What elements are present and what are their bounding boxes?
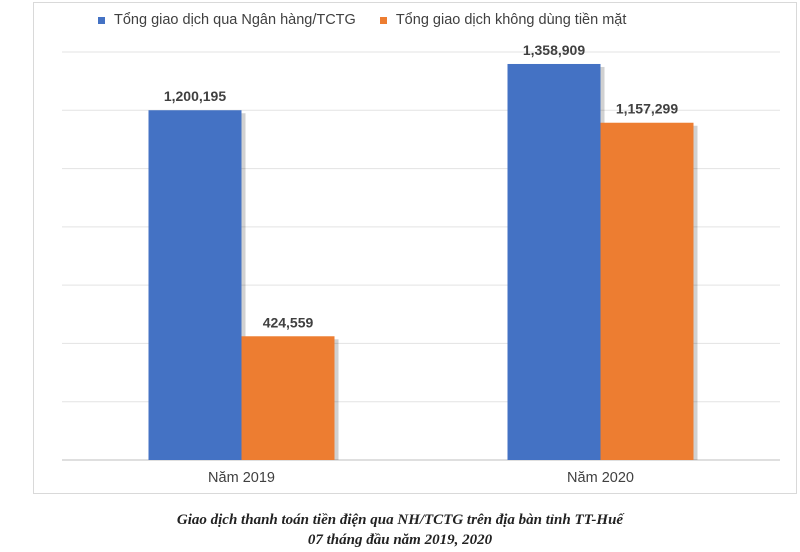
bar: [148, 110, 242, 461]
bar-chart: 1,200,195 424,559 Năm 2019 1,358,909 1,157,2…: [62, 42, 780, 486]
data-label: 1,358,909: [523, 42, 585, 58]
legend-label-bank: Tổng giao dịch qua Ngân hàng/TCTG: [114, 12, 356, 28]
chart-caption-line2: 07 tháng đầu năm 2019, 2020: [307, 532, 493, 548]
legend-swatch-bank: [98, 16, 105, 24]
data-label: 424,559: [263, 314, 314, 330]
legend-label-cashless: Tổng giao dịch không dùng tiền mặt: [395, 12, 627, 28]
data-label: 1,157,299: [616, 101, 678, 117]
data-label: 1,200,195: [164, 88, 226, 104]
legend-swatch-cashless: [379, 16, 387, 24]
bar: [241, 336, 335, 460]
chart-legend: Tổng giao dịch qua Ngân hàng/TCTG Tổng g…: [98, 12, 626, 28]
chart-caption-line1: Giao dịch thanh toán tiền điện qua NH/TC…: [176, 512, 624, 528]
bar: [600, 122, 694, 460]
legend-item-bank: Tổng giao dịch qua Ngân hàng/TCTG: [98, 12, 356, 28]
x-tick-label: Năm 2019: [208, 470, 275, 486]
legend-item-cashless: Tổng giao dịch không dùng tiền mặt: [379, 12, 627, 28]
x-tick-label: Năm 2020: [567, 470, 634, 486]
bar: [507, 63, 601, 460]
